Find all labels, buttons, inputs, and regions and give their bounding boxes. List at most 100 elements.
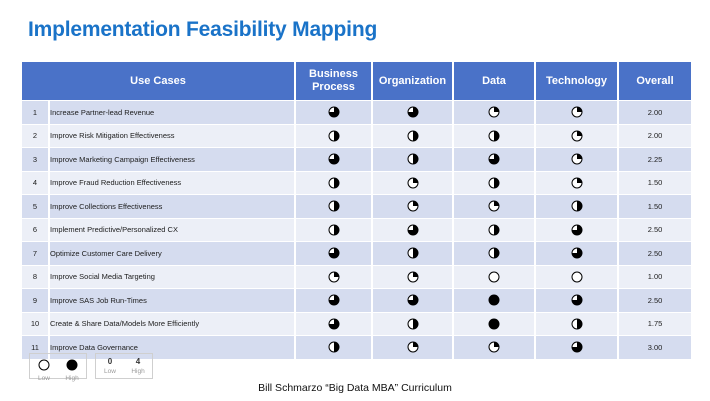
legend-high-item: High [62,356,82,382]
table-row: 2 Improve Risk Mitigation Effectiveness 2.… [22,123,691,148]
harvey-ball-icon [407,106,419,118]
harvey-ball-icon [488,318,500,330]
harvey-ball-icon [488,341,500,353]
data-rating [453,264,536,289]
overall-score: 2.50 [618,217,691,242]
organization-rating [372,123,454,148]
business-process-rating [295,217,373,242]
row-number: 2 [22,123,50,148]
use-case-name: Implement Predictive/Personalized CX [49,217,296,242]
harvey-ball-icon [571,247,583,259]
harvey-ball-icon [488,177,500,189]
harvey-ball-full-icon [66,356,78,374]
harvey-ball-icon [407,224,419,236]
row-number: 9 [22,288,50,312]
table-row: 4 Improve Fraud Reduction Effectiveness 1.… [22,170,691,195]
harvey-ball-icon [407,341,419,353]
legend-scale-max: 4 [135,357,141,366]
harvey-ball-icon [571,224,583,236]
harvey-ball-icon [571,177,583,189]
row-number: 11 [22,335,50,359]
overall-score: 2.25 [618,147,691,171]
use-case-name: Improve Collections Effectiveness [49,194,296,218]
business-process-rating [295,264,373,289]
harvey-ball-icon [571,153,583,165]
technology-rating [535,217,619,242]
harvey-ball-icon [407,271,419,283]
technology-rating [535,241,619,265]
technology-rating [535,311,619,336]
use-case-name: Create & Share Data/Models More Efficien… [49,311,296,336]
technology-rating [535,335,619,359]
harvey-ball-icon [571,130,583,142]
harvey-ball-icon [488,200,500,212]
use-case-name: Improve Risk Mitigation Effectiveness [49,123,296,148]
harvey-ball-icon [488,247,500,259]
harvey-ball-icon [571,271,583,283]
harvey-ball-icon [328,177,340,189]
technology-rating [535,100,619,124]
legend-number-scale: 0 Low 4 High [95,353,153,379]
use-case-name: Increase Partner-lead Revenue [49,100,296,124]
data-rating [453,335,536,359]
data-rating [453,217,536,242]
row-number: 6 [22,217,50,242]
row-number: 4 [22,170,50,195]
table-row: 11 Improve Data Governance 3.00 [22,335,691,359]
data-rating [453,311,536,336]
table-row: 3 Improve Marketing Campaign Effectivenes… [22,147,691,171]
header-use-cases: Use Cases [22,62,296,101]
overall-score: 1.00 [618,264,691,289]
use-case-name: Improve Social Media Targeting [49,264,296,289]
harvey-ball-icon [488,294,500,306]
harvey-ball-icon [407,130,419,142]
data-rating [453,123,536,148]
harvey-ball-icon [488,130,500,142]
header-overall: Overall [618,62,691,101]
legend: Low High 0 Low 4 High [29,353,153,382]
technology-rating [535,147,619,171]
harvey-ball-icon [328,106,340,118]
row-number: 1 [22,100,50,124]
use-case-name: Improve Data Governance [49,335,296,359]
data-rating [453,100,536,124]
harvey-ball-icon [407,247,419,259]
business-process-rating [295,123,373,148]
overall-score: 2.00 [618,100,691,124]
harvey-ball-icon [328,294,340,306]
harvey-ball-icon [328,341,340,353]
header-data: Data [453,62,536,101]
technology-rating [535,194,619,218]
legend-low-label: Low [38,375,50,382]
harvey-ball-icon [488,224,500,236]
overall-score: 3.00 [618,335,691,359]
use-case-name: Improve SAS Job Run-Times [49,288,296,312]
data-rating [453,288,536,312]
harvey-ball-icon [328,247,340,259]
use-case-name: Improve Marketing Campaign Effectiveness [49,147,296,171]
data-rating [453,170,536,195]
business-process-rating [295,147,373,171]
row-number: 5 [22,194,50,218]
harvey-ball-icon [407,318,419,330]
table-row: 10 Create & Share Data/Models More Effici… [22,311,691,336]
harvey-ball-icon [328,130,340,142]
business-process-rating [295,170,373,195]
header-row: Use Cases Business Process Organization … [22,62,691,101]
organization-rating [372,311,454,336]
harvey-ball-icon [407,200,419,212]
legend-high-label: High [65,375,79,382]
organization-rating [372,100,454,124]
organization-rating [372,217,454,242]
business-process-rating [295,311,373,336]
harvey-ball-icon [407,153,419,165]
overall-score: 1.75 [618,311,691,336]
feasibility-table: Use Cases Business Process Organization … [22,62,691,359]
legend-scale-min: 0 [107,357,113,366]
page-title: Implementation Feasibility Mapping [28,18,378,41]
harvey-ball-icon [328,318,340,330]
use-case-name: Improve Fraud Reduction Effectiveness [49,170,296,195]
harvey-ball-empty-icon [38,356,50,374]
harvey-ball-icon [571,341,583,353]
business-process-rating [295,100,373,124]
